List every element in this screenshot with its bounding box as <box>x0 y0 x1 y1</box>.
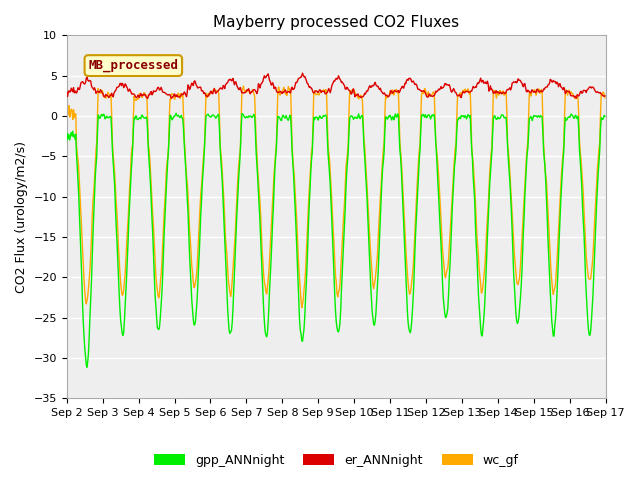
Legend: gpp_ANNnight, er_ANNnight, wc_gf: gpp_ANNnight, er_ANNnight, wc_gf <box>148 449 524 472</box>
Text: MB_processed: MB_processed <box>88 59 179 72</box>
Title: Mayberry processed CO2 Fluxes: Mayberry processed CO2 Fluxes <box>213 15 460 30</box>
Y-axis label: CO2 Flux (urology/m2/s): CO2 Flux (urology/m2/s) <box>15 141 28 293</box>
